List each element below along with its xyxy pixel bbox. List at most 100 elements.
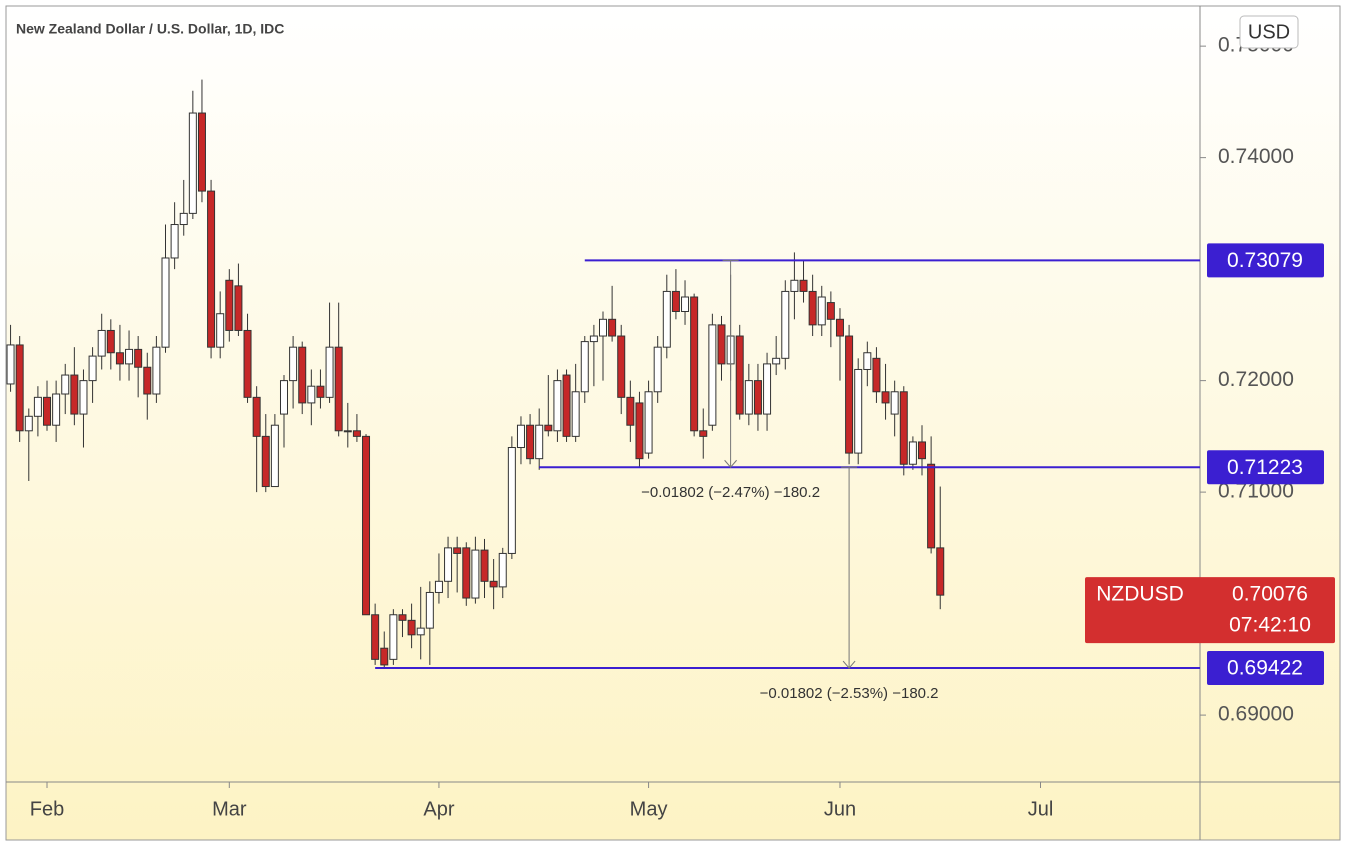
y-tick-label: 0.71000 [1218, 480, 1294, 503]
candle-body [261, 435, 270, 488]
candle-body [279, 380, 288, 415]
candle-body [526, 424, 535, 460]
candle-body [617, 335, 626, 398]
candle-body [535, 424, 544, 460]
candle-body [690, 296, 699, 432]
candle-body [252, 396, 261, 437]
candle-body [608, 318, 617, 337]
y-tick-label: 0.72000 [1218, 368, 1294, 391]
candle-body [197, 112, 206, 192]
candle-body [343, 430, 352, 433]
candle-body [671, 290, 680, 312]
candle-body [544, 424, 553, 432]
candle-body [380, 647, 389, 666]
candle-body [434, 580, 443, 593]
candle-body [407, 619, 416, 636]
candle-body [453, 547, 462, 554]
candle-body [626, 396, 635, 426]
candle-body [270, 424, 279, 488]
candle-body [681, 296, 690, 312]
candle-body [817, 296, 826, 326]
level-label: 0.69422 [1227, 657, 1303, 680]
x-tick-label: Jul [1028, 798, 1054, 820]
candle-body [6, 344, 15, 385]
candle-body [179, 212, 188, 226]
measure-label: −0.01802 (−2.47%) −180.2 [641, 484, 820, 501]
candle-body [61, 374, 70, 395]
candle-body [763, 363, 772, 415]
candle-body [653, 346, 662, 393]
candle-body [371, 614, 380, 660]
candle-body [444, 547, 453, 582]
candle-body [298, 346, 307, 404]
candle-body [644, 391, 653, 454]
candle-body [389, 614, 398, 660]
candle-body [234, 285, 243, 331]
candle-body [15, 344, 24, 432]
candle-body [289, 346, 298, 382]
candle-body [790, 279, 799, 292]
candle-body [562, 374, 571, 437]
candle-body [881, 391, 890, 404]
level-label-box [1207, 243, 1324, 278]
candle-body [489, 580, 498, 588]
candle-body [70, 374, 79, 415]
candle-body [115, 352, 124, 365]
candle-body [307, 385, 316, 404]
x-tick-label: May [630, 798, 668, 820]
level-label: 0.71223 [1227, 456, 1303, 479]
candle-body [854, 368, 863, 454]
candle-body [125, 348, 134, 365]
candle-body [580, 341, 589, 393]
currency-badge [1239, 15, 1299, 49]
candle-body [599, 318, 607, 337]
candle-body [170, 224, 179, 259]
candle-body [808, 290, 817, 326]
candle-body [216, 313, 225, 348]
candle-body [106, 329, 115, 354]
candle-body [826, 302, 835, 320]
candle-body [589, 335, 598, 343]
candle-body [161, 257, 170, 348]
candle-body [471, 549, 480, 599]
candle-body [799, 279, 808, 292]
last-price-box [1085, 577, 1335, 644]
candle-body [188, 112, 197, 214]
candle-body [416, 627, 425, 636]
candle-body [699, 430, 708, 437]
candle-body [890, 391, 899, 415]
candle-body [134, 348, 143, 368]
candle-body [97, 329, 106, 357]
chart-title: New Zealand Dollar / U.S. Dollar, 1D, ID… [16, 21, 284, 37]
x-tick-label: Feb [30, 798, 64, 820]
level-label-box [1207, 450, 1324, 485]
candle-body [899, 391, 908, 465]
x-tick-label: Mar [212, 798, 247, 820]
candle-body [717, 324, 726, 365]
candle-body [872, 357, 881, 393]
candle-body [334, 346, 343, 432]
candle-body [325, 346, 334, 398]
candle-body [571, 391, 580, 437]
candle-body [152, 346, 161, 395]
candle-body [88, 355, 97, 382]
candle-body [480, 549, 489, 582]
candle-body [927, 463, 936, 549]
measure-arrow [842, 660, 856, 669]
candle-body [753, 380, 762, 415]
candle-body [863, 352, 872, 370]
candle-body [781, 290, 790, 359]
candle-body [708, 324, 717, 426]
chart-background [5, 5, 1341, 841]
candle-body [52, 393, 61, 426]
candle-body [835, 318, 844, 337]
candle-body [772, 357, 781, 365]
candle-body [516, 424, 525, 449]
candle-body [735, 335, 744, 415]
candle-body [398, 614, 407, 621]
y-tick-label: 0.69000 [1218, 703, 1294, 726]
candle-body [662, 290, 671, 348]
x-tick-label: Jun [824, 798, 856, 820]
level-label-box [1207, 651, 1324, 686]
